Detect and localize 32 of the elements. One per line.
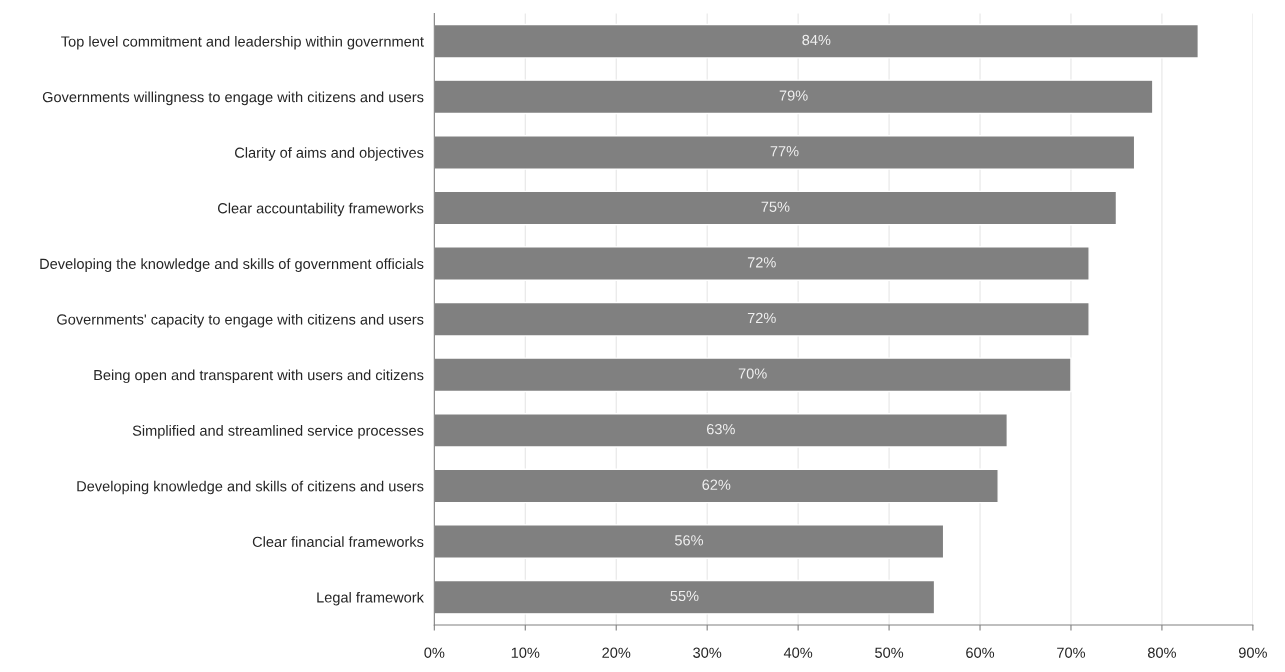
y-tick-label: Governments' capacity to engage with citizens and users bbox=[57, 313, 424, 328]
data-label: 84% bbox=[802, 34, 831, 46]
data-label: 55% bbox=[670, 590, 699, 602]
y-tick-label: Developing the knowledge and skills of government officials bbox=[40, 258, 424, 272]
x-tick-label: 40% bbox=[783, 647, 813, 658]
data-label: 72% bbox=[747, 257, 776, 268]
data-label: 56% bbox=[674, 535, 704, 546]
x-tick-label: 20% bbox=[602, 647, 631, 658]
data-label: 62% bbox=[702, 479, 731, 490]
y-tick-label: Clarity of aims and objectives bbox=[235, 147, 424, 161]
data-label: 75% bbox=[761, 201, 790, 212]
x-tick-label: 0% bbox=[424, 647, 445, 658]
data-label: 63% bbox=[706, 423, 735, 435]
y-tick-label: Clear accountability frameworks bbox=[217, 202, 424, 217]
x-tick-label: 30% bbox=[693, 647, 722, 658]
y-tick-label: Simplified and streamlined service processes bbox=[132, 425, 424, 439]
data-label: 72% bbox=[747, 312, 776, 324]
y-tick-label: Top level commitment and leadership within government bbox=[61, 35, 424, 50]
x-tick-label: 60% bbox=[966, 647, 995, 658]
y-tick-label: Clear financial frameworks bbox=[252, 536, 424, 547]
y-tick-label: Being open and transparent with users and citizens bbox=[94, 369, 424, 384]
x-tick-label: 50% bbox=[875, 647, 904, 658]
data-label: 77% bbox=[770, 146, 799, 157]
x-tick-label: 10% bbox=[511, 647, 540, 658]
x-tick-label: 90% bbox=[1238, 647, 1267, 658]
y-tick-label: Developing knowledge and skills of citizens and users bbox=[77, 480, 424, 495]
data-label: 70% bbox=[738, 368, 767, 379]
y-tick-label: Legal framework bbox=[317, 591, 424, 606]
x-tick-label: 80% bbox=[1147, 647, 1176, 658]
x-tick-label: 70% bbox=[1057, 647, 1086, 658]
y-tick-label: Governments willingness to engage with citizens and users bbox=[42, 91, 424, 106]
data-label: 79% bbox=[779, 90, 808, 101]
